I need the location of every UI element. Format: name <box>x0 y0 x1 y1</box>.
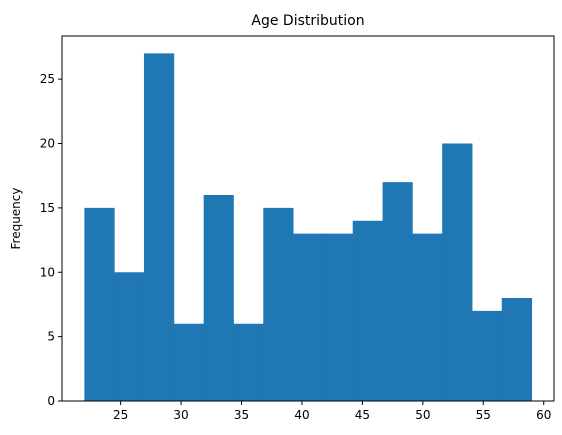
histogram-bar-13 <box>442 143 473 402</box>
histogram-bar-14 <box>472 310 503 401</box>
histogram-bar-10 <box>352 220 383 401</box>
x-tick-label: 40 <box>294 408 309 422</box>
histogram-bar-9 <box>322 233 354 401</box>
histogram-bar-12 <box>412 233 443 401</box>
histogram-bar-15 <box>501 298 533 401</box>
y-tick-label: 20 <box>40 137 55 151</box>
x-tick-label: 50 <box>415 408 430 422</box>
bars-group <box>84 53 533 402</box>
x-tick-label: 60 <box>536 408 551 422</box>
histogram-bar-7 <box>263 207 294 401</box>
y-axis: 0 5 10 15 20 25 <box>40 72 62 408</box>
histogram-bar-8 <box>293 233 324 401</box>
histogram-bar-5 <box>203 195 234 401</box>
histogram-bar-3 <box>143 53 175 401</box>
x-tick-label: 35 <box>234 408 249 422</box>
y-axis-label: Frequency <box>9 188 23 250</box>
y-tick-label: 10 <box>40 265 55 279</box>
histogram-bar-1 <box>84 207 115 401</box>
y-tick-label: 15 <box>40 201 55 215</box>
x-tick-label: 25 <box>113 408 128 422</box>
x-tick-label: 55 <box>476 408 491 422</box>
y-tick-label: 25 <box>40 72 55 86</box>
y-tick-label: 5 <box>47 330 55 344</box>
histogram-bar-2 <box>114 272 145 401</box>
histogram-bar-4 <box>173 323 205 401</box>
plot-frame <box>61 35 555 402</box>
histogram-bar-6 <box>233 323 264 401</box>
x-tick-label: 30 <box>173 408 188 422</box>
chart-title: Age Distribution <box>251 13 364 29</box>
histogram-bar-11 <box>382 182 413 401</box>
y-tick-label: 0 <box>47 394 55 408</box>
x-tick-label: 45 <box>355 408 370 422</box>
x-axis: 25 30 35 40 45 50 55 60 <box>113 401 551 422</box>
